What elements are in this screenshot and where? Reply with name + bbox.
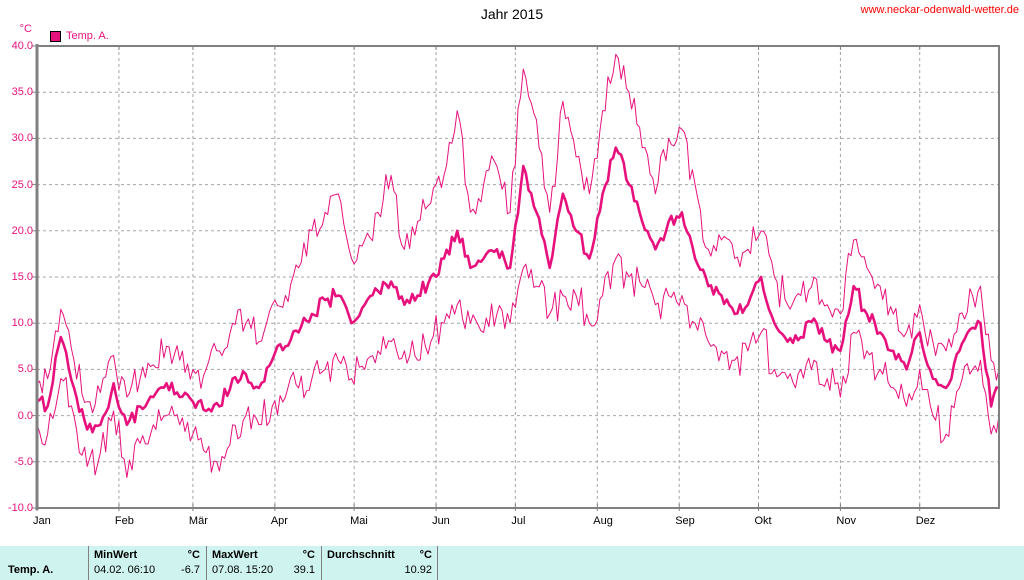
x-axis-label: Aug [593,515,613,527]
legend: Temp. A. [50,30,109,42]
maxwert-unit: °C [302,549,315,561]
legend-series-label: Temp. A. [66,30,109,42]
table-separator [321,546,322,580]
grid-lines [37,46,999,508]
durchschnitt-header-text: Durchschnitt [327,549,395,561]
maxwert-header-text: MaxWert [212,549,258,561]
durchschnitt-header: Durchschnitt °C [327,549,432,561]
minwert-datetime: 04.02. 06:10 [94,564,156,576]
website-url[interactable]: www.neckar-odenwald-wetter.de [860,4,1019,16]
y-axis-label: 35.0 [11,86,33,99]
y-axis-label: 25.0 [11,178,33,191]
page-title: Jahr 2015 [480,6,544,22]
y-axis-label: 0.0 [17,409,33,422]
y-axis-label: 30.0 [11,132,33,145]
y-axis-label: 40.0 [11,40,33,52]
legend-color-swatch [50,30,61,42]
x-axis-label: Jul [511,515,526,527]
y-axis-label: -10.0 [7,502,33,514]
durchschnitt-unit: °C [419,549,432,561]
daily-max-line [36,53,1000,414]
y-axis-label: 15.0 [11,271,33,283]
durchschnitt-value-row: 10.92 [327,564,432,576]
x-axis-label: Apr [270,515,288,527]
x-axis-label: Mai [350,515,368,527]
y-axis-label: 20.0 [11,224,33,237]
maxwert-value-row: 07.08. 15:20 39.1 [212,564,315,576]
x-axis-label: Feb [114,515,134,527]
table-separator [88,546,89,580]
maxwert-value: 39.1 [293,564,315,576]
table-row-label: Temp. A. [8,564,54,576]
minwert-value-row: 04.02. 06:10 -6.7 [94,564,200,576]
daily-mean-line [36,146,1000,434]
y-axis-label: 5.0 [17,363,33,376]
x-axis-label: Okt [754,515,772,527]
x-axis-label: Mär [188,515,208,527]
minwert-unit: °C [187,549,200,561]
plot-frame [32,44,1000,511]
minwert-header: MinWert °C [94,549,200,561]
table-separator [437,546,438,580]
durchschnitt-value: 10.92 [404,564,432,576]
temperature-series-lines [36,53,1000,478]
daily-min-line [36,253,1000,478]
statistics-table: Temp. A. MinWert °C 04.02. 06:10 -6.7 Ma… [0,546,1024,580]
x-axis-label: Jun [432,515,450,527]
table-separator [206,546,207,580]
minwert-value: -6.7 [181,564,200,576]
y-axis-label: 10.0 [11,317,33,330]
x-axis-label: Dez [915,515,936,527]
maxwert-header: MaxWert °C [212,549,315,561]
maxwert-datetime: 07.08. 15:20 [212,564,274,576]
y-axis-label: -5.0 [14,455,33,468]
minwert-header-text: MinWert [94,549,138,561]
y-axis-unit-label: °C [19,23,32,35]
x-axis-label: Sep [675,515,695,527]
x-axis-label: Jan [33,515,51,527]
x-axis-label: Nov [836,515,856,527]
